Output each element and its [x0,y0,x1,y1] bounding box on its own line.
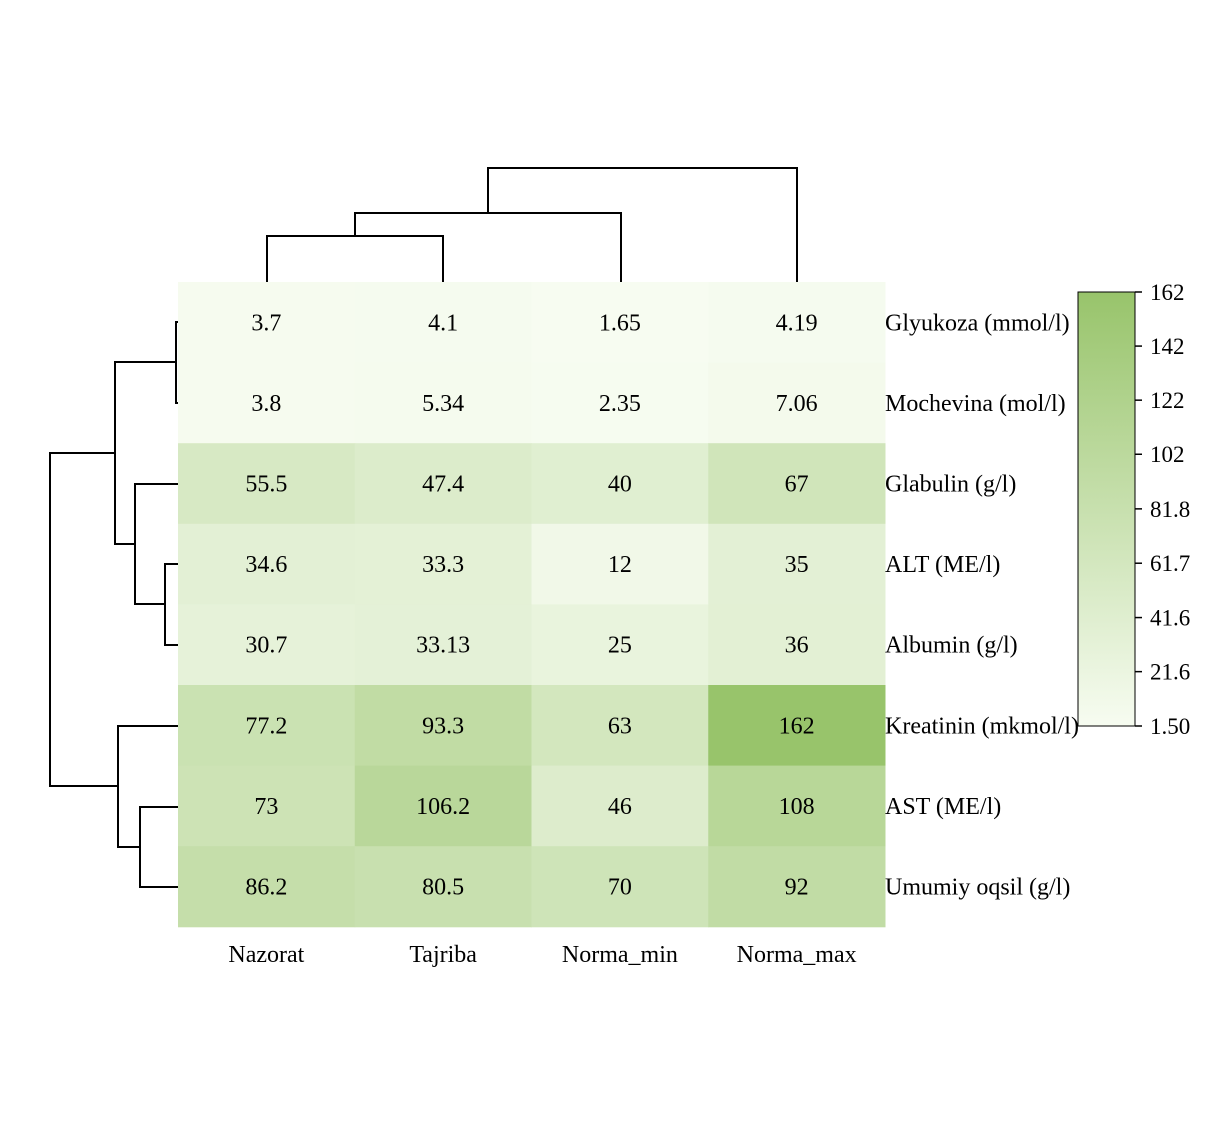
row-label: Glabulin (g/l) [885,472,1016,498]
row-label: Albumin (g/l) [885,633,1018,659]
cell-value-label: 46 [608,794,632,820]
heatmap-cell [354,523,532,605]
legend-tick-label: 1.50 [1150,714,1190,739]
cell-value-label: 12 [608,552,632,578]
heatmap-cell [708,765,886,847]
cell-value-label: 70 [608,875,632,901]
heatmap-cell [354,604,532,686]
heatmap-cell [531,604,709,686]
cell-value-label: 40 [608,472,632,498]
heatmap-cell [708,523,886,605]
row-label: Umumiy oqsil (g/l) [885,875,1070,901]
heatmap-cell [178,685,356,767]
cell-value-label: 55.5 [245,472,287,498]
cell-value-label: 30.7 [245,633,287,659]
cell-value-label: 47.4 [422,472,464,498]
color-legend: 162 142 122 102 81.8 61.7 41.6 21.6 1.50 [1077,280,1190,739]
cell-value-label: 106.2 [416,794,470,820]
cell-value-label: 67 [785,472,809,498]
heatmap-cell [354,685,532,767]
heatmap-cells [178,282,886,928]
cell-value-label: 92 [785,875,809,901]
column-label: Norma_min [562,942,678,968]
heatmap-cell [708,685,886,767]
heatmap-cell [531,443,709,525]
column-label: Norma_max [737,942,857,968]
row-label: Kreatinin (mkmol/l) [885,713,1079,739]
row-label: Mochevina (mol/l) [885,391,1066,417]
legend-tick-label: 142 [1150,334,1185,359]
heatmap-cell [354,443,532,525]
cell-value-label: 93.3 [422,713,464,739]
cell-value-label: 108 [779,794,815,820]
cell-value-label: 73 [254,794,278,820]
row-label: Glyukoza (mmol/l) [885,310,1070,336]
cell-value-label: 2.35 [599,391,641,417]
cell-value-label: 36 [785,633,809,659]
cell-value-label: 1.65 [599,310,641,336]
cell-value-label: 162 [779,713,815,739]
cell-value-label: 7.06 [776,391,818,417]
heatmap-cell [178,846,356,928]
column-label: Tajriba [409,942,477,968]
cell-value-label: 3.7 [251,310,281,336]
heatmap-cell [531,282,709,364]
heatmap-cell [531,765,709,847]
heatmap-cell [354,362,532,444]
heatmap-cell-labels: 3.7 4.1 1.65 4.19 3.8 5.34 2.35 7.06 55.5 47.4 40 6… [245,310,817,900]
column-labels: Nazorat Tajriba Norma_min Norma_max [228,942,856,968]
heatmap-cell [178,443,356,525]
legend-tick-label: 41.6 [1150,606,1190,631]
legend-tick-label: 122 [1150,388,1185,413]
cell-value-label: 86.2 [245,875,287,901]
heatmap-cell [708,604,886,686]
heatmap-cell [354,282,532,364]
heatmap-cell [178,362,356,444]
legend-tick-label: 21.6 [1150,660,1190,685]
legend-tick-label: 81.8 [1150,497,1190,522]
column-dendrogram [266,167,798,282]
heatmap-cell [708,443,886,525]
legend-tick-label: 102 [1150,442,1185,467]
cell-value-label: 34.6 [245,552,287,578]
heatmap-cell [708,362,886,444]
cell-value-label: 4.1 [428,310,458,336]
heatmap-cell [354,846,532,928]
column-label: Nazorat [228,942,304,968]
legend-colorbar [1077,291,1136,727]
row-label: ALT (ME/l) [885,552,1000,578]
cell-value-label: 35 [785,552,809,578]
legend-ticks: 162 142 122 102 81.8 61.7 41.6 21.6 1.50 [1135,280,1190,739]
heatmap-cell [531,846,709,928]
heatmap-cell [531,523,709,605]
row-dendrogram [49,321,178,888]
heatmap-cell [708,846,886,928]
heatmap-cell [354,765,532,847]
cell-value-label: 63 [608,713,632,739]
heatmap-cell [178,282,356,364]
cell-value-label: 33.13 [416,633,470,659]
heatmap-cell [531,685,709,767]
cell-value-label: 3.8 [251,391,281,417]
row-labels: Glyukoza (mmol/l) Mochevina (mol/l) Glabul… [885,310,1079,900]
legend-tick-label: 162 [1150,280,1185,305]
heatmap-cell [531,362,709,444]
heatmap-cell [178,604,356,686]
cell-value-label: 25 [608,633,632,659]
heatmap-cell [178,523,356,605]
cell-value-label: 4.19 [776,310,818,336]
cell-value-label: 77.2 [245,713,287,739]
heatmap-cell [708,282,886,364]
cell-value-label: 33.3 [422,552,464,578]
cell-value-label: 80.5 [422,875,464,901]
heatmap-cell [178,765,356,847]
cell-value-label: 5.34 [422,391,464,417]
row-label: AST (ME/l) [885,794,1001,820]
legend-tick-label: 61.7 [1150,551,1190,576]
